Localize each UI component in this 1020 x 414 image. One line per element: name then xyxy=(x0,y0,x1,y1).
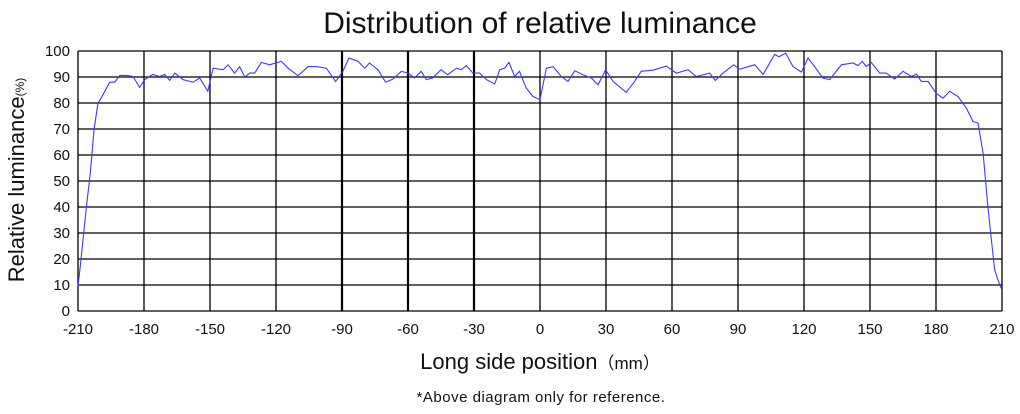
footnote: *Above diagram only for reference. xyxy=(417,389,666,406)
y-axis-label: Relative luminance(%) xyxy=(4,78,29,283)
y-tick-label: 60 xyxy=(53,147,70,164)
y-tick-label: 50 xyxy=(53,173,70,190)
x-tick-label: -60 xyxy=(397,321,419,338)
x-tick-label: 0 xyxy=(536,321,544,338)
x-tick-label: -150 xyxy=(195,321,225,338)
x-axis-label-text: Long side position xyxy=(420,349,597,374)
y-tick-labels: 0 10 20 30 40 50 60 70 80 90 100 xyxy=(45,43,70,320)
y-tick-label: 80 xyxy=(53,95,70,112)
y-tick-label: 10 xyxy=(53,277,70,294)
y-tick-label: 70 xyxy=(53,121,70,138)
y-tick-label: 90 xyxy=(53,69,70,86)
x-tick-label: -210 xyxy=(63,321,93,338)
x-tick-label: 180 xyxy=(923,321,948,338)
grid xyxy=(77,50,1003,312)
y-tick-label: 40 xyxy=(53,199,70,216)
chart-title: Distribution of relative luminance xyxy=(323,7,757,40)
x-tick-label: 90 xyxy=(730,321,747,338)
y-tick-label: 30 xyxy=(53,225,70,242)
x-tick-labels: -210 -180 -150 -120 -90 -60 -30 0 30 60 90 120 150 18… xyxy=(63,321,1015,338)
x-tick-label: -30 xyxy=(463,321,485,338)
y-axis-unit: (%) xyxy=(13,78,27,97)
x-tick-label: -120 xyxy=(261,321,291,338)
x-tick-label: -180 xyxy=(129,321,159,338)
x-tick-label: 150 xyxy=(857,321,882,338)
x-tick-label: -90 xyxy=(331,321,353,338)
x-tick-label: 120 xyxy=(791,321,816,338)
luminance-line xyxy=(77,52,1002,289)
x-tick-label: 210 xyxy=(989,321,1014,338)
x-tick-label: 60 xyxy=(664,321,681,338)
y-tick-label: 20 xyxy=(53,251,70,268)
x-axis-unit: （mm） xyxy=(598,354,660,373)
y-tick-label: 0 xyxy=(62,303,70,320)
x-tick-label: 30 xyxy=(598,321,615,338)
y-axis-label-text: Relative luminance xyxy=(4,96,29,282)
x-axis-label: Long side position（mm） xyxy=(420,349,660,374)
y-tick-label: 100 xyxy=(45,43,70,60)
